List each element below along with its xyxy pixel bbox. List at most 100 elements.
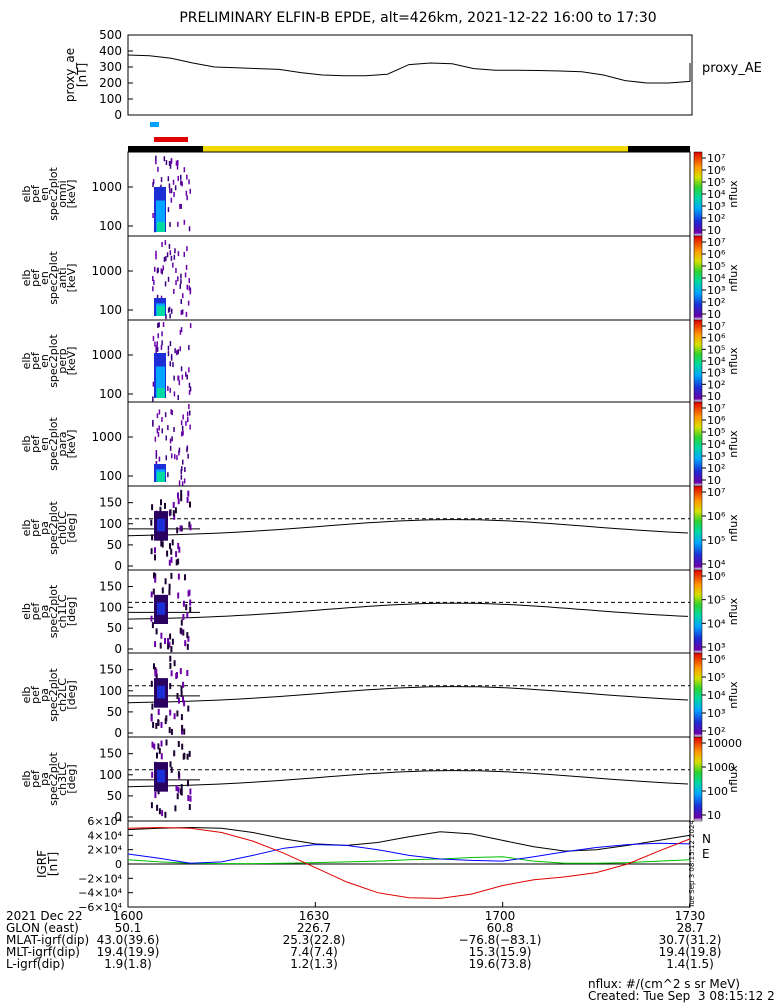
spectra-dash	[156, 294, 159, 300]
pa-dash	[153, 663, 155, 670]
spectra-dash	[187, 453, 189, 459]
spectra-dash	[167, 307, 170, 313]
panel-ylabel: elb	[20, 186, 33, 203]
footer-value: 226.7	[296, 921, 332, 935]
pa-dash	[169, 662, 172, 669]
pa-tick-label: 50	[107, 705, 122, 719]
pa-dash	[170, 728, 173, 735]
pa-dash	[173, 660, 176, 667]
pa-dash	[189, 501, 191, 508]
spectra-dash	[161, 242, 163, 247]
footer-time: 1730	[674, 909, 706, 923]
spectra-tick-label: 1000	[91, 180, 122, 194]
spectra-panel-frame	[127, 151, 691, 237]
pa-dash	[174, 507, 177, 514]
spectra-dash	[181, 431, 183, 437]
pa-dash	[154, 554, 156, 561]
pa-tick-label: 100	[99, 517, 122, 531]
footer-row-label: 2021 Dec 22	[6, 909, 83, 923]
pa-tick-label: 50	[107, 789, 122, 803]
spectra-blob-low	[157, 388, 165, 398]
igrf-legend-n: N	[702, 832, 711, 846]
pa-dash	[184, 640, 187, 647]
pa-dash	[167, 638, 169, 645]
panel-ylabel: en	[38, 354, 51, 368]
spectra-dash	[176, 164, 179, 170]
spectra-dash	[163, 256, 166, 262]
spectra-dash	[182, 414, 184, 420]
spectra-dash	[157, 267, 159, 273]
spectra-dash	[180, 203, 182, 209]
pa-tick-label: 100	[99, 768, 122, 782]
footer-value: 60.8	[486, 921, 514, 935]
spectra-dash	[167, 176, 170, 182]
panel-ylabel: en	[38, 187, 51, 201]
spectra-dash	[152, 396, 154, 402]
pa-dash	[150, 519, 153, 526]
spectra-dash	[165, 455, 167, 461]
ae-frame	[127, 34, 693, 116]
spectra-dash	[178, 447, 181, 453]
footer-row-label: MLT-igrf(dip)	[6, 945, 80, 959]
proxy-ae-line	[127, 54, 691, 84]
panel-ylabel: [keV]	[65, 430, 78, 459]
spectra-dash	[183, 478, 186, 484]
pa-tick-label: 0	[114, 642, 122, 656]
pa-dash	[169, 709, 172, 716]
pa-dash	[180, 495, 183, 502]
spectra-dash	[161, 340, 163, 346]
orbit-bar-yellow	[203, 146, 628, 152]
pa-dash	[150, 715, 153, 722]
pa-dash	[180, 714, 183, 721]
spectra-dash	[181, 481, 184, 487]
pa-dash	[189, 524, 192, 531]
pa-loss-cone-curve	[127, 770, 689, 788]
spectra-dash	[189, 424, 191, 430]
pa-dash	[169, 655, 172, 662]
spectra-dash	[181, 181, 183, 187]
spectra-dash	[188, 226, 191, 232]
colorbar-tick-label: 10³	[707, 641, 725, 654]
spectra-dash	[178, 380, 181, 386]
footer-value: −76.8(−83.1)	[458, 933, 542, 947]
pa-dash	[176, 527, 179, 534]
pa-dash	[175, 785, 178, 792]
spectra-dash	[158, 425, 160, 431]
ae-ylabel: proxy_ae	[63, 48, 77, 102]
spectra-dash	[152, 276, 154, 281]
pa-dash	[177, 492, 179, 499]
pa-dash	[168, 559, 171, 566]
pa-panel-frame	[127, 652, 691, 738]
spectra-dash	[189, 289, 192, 295]
pa-dash	[183, 700, 186, 707]
spectra-dash	[174, 454, 176, 460]
colorbar-tick-label: 10²	[707, 462, 725, 475]
pa-dash	[178, 697, 180, 704]
spectra-blob-core	[156, 200, 165, 232]
panel-ylabel: ch2LC	[56, 678, 69, 712]
spectra-dash	[177, 349, 179, 355]
pa-dash	[180, 489, 183, 496]
spectra-dash	[188, 179, 190, 185]
spectra-dash	[173, 192, 175, 197]
igrf-ylabel: [nT]	[46, 852, 60, 876]
spectra-dash	[178, 450, 180, 456]
spectra-dash	[161, 331, 163, 337]
panel-ylabel: [keV]	[65, 180, 78, 209]
pa-dash	[150, 591, 153, 598]
pa-dash	[180, 619, 183, 626]
spectra-dash	[175, 268, 177, 273]
spectra-dash	[169, 445, 172, 451]
footer-time: 1600	[112, 909, 144, 923]
pa-tick-label: 50	[107, 538, 122, 552]
pa-dash	[167, 643, 170, 650]
pa-dash	[179, 525, 182, 532]
spectra-dash	[170, 355, 173, 361]
colorbar-tick-label: 10³	[707, 200, 725, 213]
panel-ylabel: spec2plot	[47, 752, 60, 806]
spectra-dash	[184, 467, 186, 472]
pa-dash	[180, 789, 183, 796]
colorbar-label: nflux	[727, 347, 740, 375]
pa-dash	[151, 622, 154, 629]
